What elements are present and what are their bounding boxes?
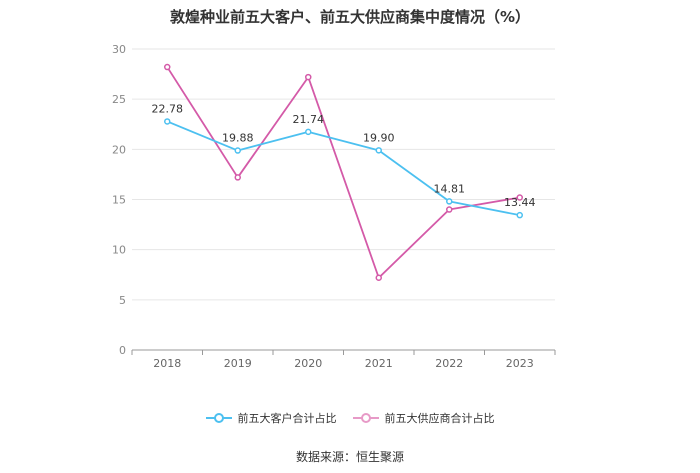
legend-marker-customers xyxy=(205,413,232,423)
x-tick-label: 2022 xyxy=(435,357,463,370)
data-point-1-2023[interactable] xyxy=(516,194,523,201)
data-labels: 22.78 19.88 21.74 19.90 14.81 13.44 xyxy=(152,102,536,209)
data-label-0-2021: 19.90 xyxy=(363,131,395,144)
data-label-0-2020: 21.74 xyxy=(293,113,325,126)
series-line-1 xyxy=(166,66,520,279)
legend-marker-suppliers xyxy=(352,413,379,423)
legend-item-suppliers[interactable]: 前五大供应商合计占比 xyxy=(352,408,495,428)
source-note: 数据来源：恒生聚源 xyxy=(295,450,404,464)
data-point-1-2019[interactable] xyxy=(234,174,241,181)
y-tick-label: 30 xyxy=(112,43,126,56)
series-layer xyxy=(164,63,523,282)
data-label-0-2018: 22.78 xyxy=(152,102,184,115)
data-point-0-2021[interactable] xyxy=(375,147,382,154)
axes: 0 5 10 15 20 25 30 2018 2019 2020 2021 2022 2023 xyxy=(112,43,556,370)
gridlines xyxy=(132,48,555,301)
legend-item-customers[interactable]: 前五大客户合计占比 xyxy=(205,408,337,428)
x-tick-label: 2019 xyxy=(224,357,252,370)
data-point-0-2019[interactable] xyxy=(234,147,241,154)
data-point-0-2022[interactable] xyxy=(446,198,453,205)
data-point-1-2020[interactable] xyxy=(305,73,312,81)
y-tick-label: 20 xyxy=(112,143,126,156)
series-line-0 xyxy=(166,120,520,217)
legend-label-customers: 前五大客户合计占比 xyxy=(237,412,337,425)
data-point-0-2020[interactable] xyxy=(305,128,312,136)
legend: 前五大客户合计占比 前五大供应商合计占比 xyxy=(0,408,700,428)
x-tick-label: 2018 xyxy=(153,357,181,370)
y-tick-label: 25 xyxy=(112,93,126,106)
y-tick-label: 0 xyxy=(119,344,126,357)
legend-label-suppliers: 前五大供应商合计占比 xyxy=(384,412,495,425)
y-tick-label: 10 xyxy=(112,244,126,257)
x-tick-label: 2021 xyxy=(365,357,393,370)
x-tick-label: 2020 xyxy=(294,357,322,370)
data-point-0-2018[interactable] xyxy=(164,118,171,125)
data-point-1-2021[interactable] xyxy=(375,274,382,282)
data-label-0-2022: 14.81 xyxy=(434,182,466,195)
data-point-0-2023[interactable] xyxy=(516,211,523,219)
data-label-0-2023: 13.44 xyxy=(504,196,536,209)
x-tick-label: 2023 xyxy=(506,357,534,370)
y-tick-label: 5 xyxy=(119,294,126,307)
data-point-1-2022[interactable] xyxy=(446,206,453,213)
data-label-0-2019: 19.88 xyxy=(222,132,254,145)
y-tick-label: 15 xyxy=(112,194,126,207)
chart-title: 敦煌种业前五大客户、前五大供应商集中度情况（%） xyxy=(169,8,531,26)
data-point-1-2018[interactable] xyxy=(164,63,171,71)
